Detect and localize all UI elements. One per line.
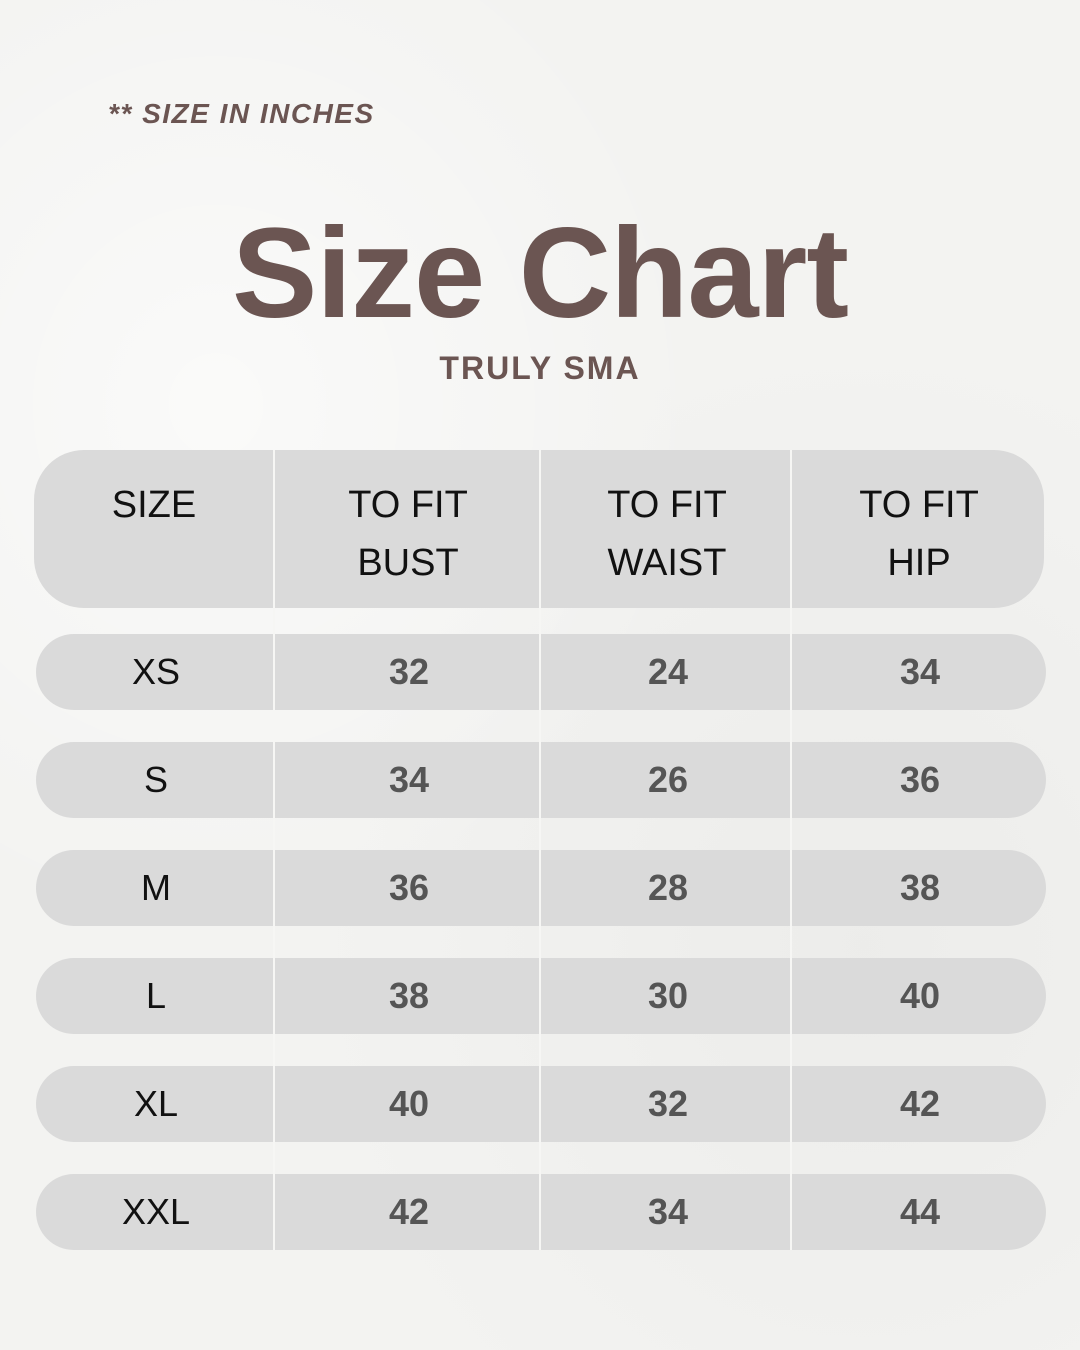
header-cell-hip: TO FIT HIP bbox=[794, 450, 1044, 608]
units-note: ** SIZE IN INCHES bbox=[108, 98, 375, 129]
table-row: XS 32 24 34 bbox=[36, 634, 1046, 710]
cell-hip: 40 bbox=[899, 975, 941, 1016]
cell-size: S bbox=[143, 759, 168, 800]
cell-hip: 34 bbox=[899, 651, 941, 692]
table-row: L 38 30 40 bbox=[36, 958, 1046, 1034]
cell-bust: 34 bbox=[388, 759, 430, 800]
page-title: Size Chart bbox=[232, 202, 849, 345]
cell-waist: 34 bbox=[647, 1191, 689, 1232]
header-label: WAIST bbox=[607, 542, 727, 584]
column-divider bbox=[539, 450, 541, 1250]
cell-bust: 36 bbox=[388, 867, 430, 908]
cell-bust: 38 bbox=[388, 975, 430, 1016]
cell-size: L bbox=[145, 975, 167, 1016]
cell-size: XS bbox=[131, 651, 181, 692]
cell-waist: 26 bbox=[647, 759, 689, 800]
header-label: HIP bbox=[887, 542, 951, 584]
column-divider bbox=[273, 450, 275, 1250]
cell-bust: 40 bbox=[388, 1083, 430, 1124]
cell-size: XXL bbox=[121, 1191, 191, 1232]
cell-hip: 42 bbox=[899, 1083, 941, 1124]
cell-waist: 30 bbox=[647, 975, 689, 1016]
table-row: XXL 42 34 44 bbox=[36, 1174, 1046, 1250]
table-row: M 36 28 38 bbox=[36, 850, 1046, 926]
cell-waist: 32 bbox=[647, 1083, 689, 1124]
header-label: SIZE bbox=[111, 484, 197, 526]
header-cell-size: SIZE bbox=[34, 450, 274, 608]
header-label: TO FIT bbox=[859, 484, 979, 526]
cell-hip: 38 bbox=[899, 867, 941, 908]
header-cell-waist: TO FIT WAIST bbox=[542, 450, 792, 608]
header-label: BUST bbox=[357, 542, 459, 584]
cell-waist: 24 bbox=[647, 651, 689, 692]
cell-hip: 36 bbox=[899, 759, 941, 800]
table-row: XL 40 32 42 bbox=[36, 1066, 1046, 1142]
header-label: TO FIT bbox=[607, 484, 727, 526]
cell-size: M bbox=[141, 867, 171, 908]
header-label: TO FIT bbox=[348, 484, 468, 526]
cell-size: XL bbox=[133, 1083, 179, 1124]
column-divider bbox=[790, 450, 792, 1250]
brand-subtitle: TRULY SMA bbox=[439, 350, 641, 386]
cell-bust: 32 bbox=[388, 651, 430, 692]
cell-waist: 28 bbox=[647, 867, 689, 908]
table-row: S 34 26 36 bbox=[36, 742, 1046, 818]
cell-bust: 42 bbox=[388, 1191, 430, 1232]
cell-hip: 44 bbox=[899, 1191, 941, 1232]
header-cell-bust: TO FIT BUST bbox=[276, 450, 540, 608]
